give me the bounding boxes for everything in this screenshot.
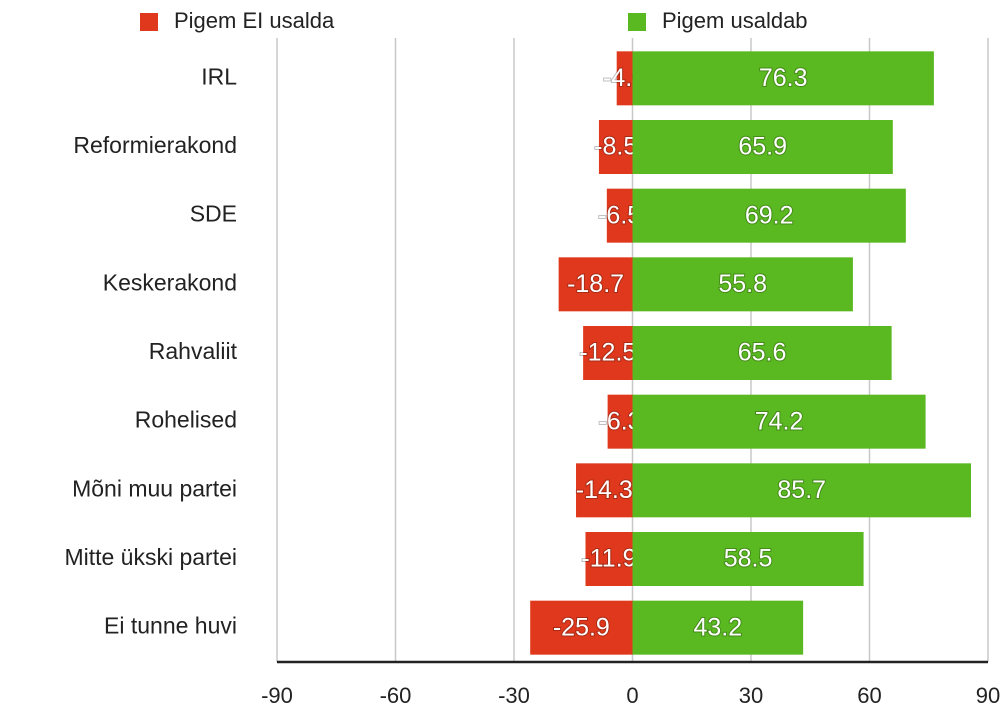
legend-label: Pigem usaldab xyxy=(662,8,808,33)
bar xyxy=(632,463,972,518)
bar xyxy=(530,600,633,655)
legend-swatch xyxy=(628,13,646,31)
y-tick-label: SDE xyxy=(190,201,237,227)
bar xyxy=(585,532,633,586)
value-label: 65.9 xyxy=(738,133,787,161)
value-label: -18.7 xyxy=(567,270,624,298)
y-tick-label: Keskerakond xyxy=(103,269,237,295)
x-tick-label: 60 xyxy=(857,683,881,708)
value-label: 43.2 xyxy=(693,613,742,641)
bar xyxy=(607,394,633,449)
x-tick-label: 0 xyxy=(626,683,638,708)
y-tick-label: Rahvaliit xyxy=(149,338,238,364)
value-label: 58.5 xyxy=(724,545,773,573)
bar xyxy=(632,51,934,106)
value-label: -14.3 xyxy=(576,476,633,504)
bar xyxy=(632,394,926,449)
bar xyxy=(632,188,906,243)
value-label: 85.7 xyxy=(777,476,826,504)
bar xyxy=(606,188,633,243)
bar xyxy=(632,532,864,586)
bar xyxy=(558,257,633,312)
bar xyxy=(632,257,853,312)
y-tick-label: Ei tunne huvi xyxy=(104,613,237,639)
x-tick-label: 30 xyxy=(739,683,763,708)
bar xyxy=(632,600,804,655)
y-tick-label: Mõni muu partei xyxy=(72,475,237,501)
y-tick-label: Reformierakond xyxy=(73,132,237,158)
x-tick-label: -60 xyxy=(380,683,412,708)
value-label: 69.2 xyxy=(745,201,794,229)
bar xyxy=(583,326,633,380)
y-tick-label: IRL xyxy=(201,63,237,89)
legend-swatch xyxy=(140,13,158,31)
value-label: -11.9 xyxy=(581,545,636,573)
value-label: -12.5 xyxy=(579,339,636,367)
x-tick-label: -90 xyxy=(261,683,293,708)
value-label: 74.2 xyxy=(755,407,804,435)
bar xyxy=(632,120,893,174)
bar xyxy=(616,51,633,106)
x-tick-label: 90 xyxy=(976,683,1000,708)
value-label: 55.8 xyxy=(718,270,767,298)
value-label: -8.5 xyxy=(594,133,637,161)
bar xyxy=(632,326,892,380)
value-label: 65.6 xyxy=(738,339,787,367)
value-label: -25.9 xyxy=(553,613,610,641)
value-label: 76.3 xyxy=(759,64,808,92)
bar xyxy=(576,463,633,518)
bar xyxy=(598,120,633,174)
legend-label: Pigem EI usalda xyxy=(174,8,335,33)
x-tick-label: -30 xyxy=(498,683,530,708)
y-tick-label: Rohelised xyxy=(135,407,237,433)
y-tick-label: Mitte ükski partei xyxy=(64,544,237,570)
